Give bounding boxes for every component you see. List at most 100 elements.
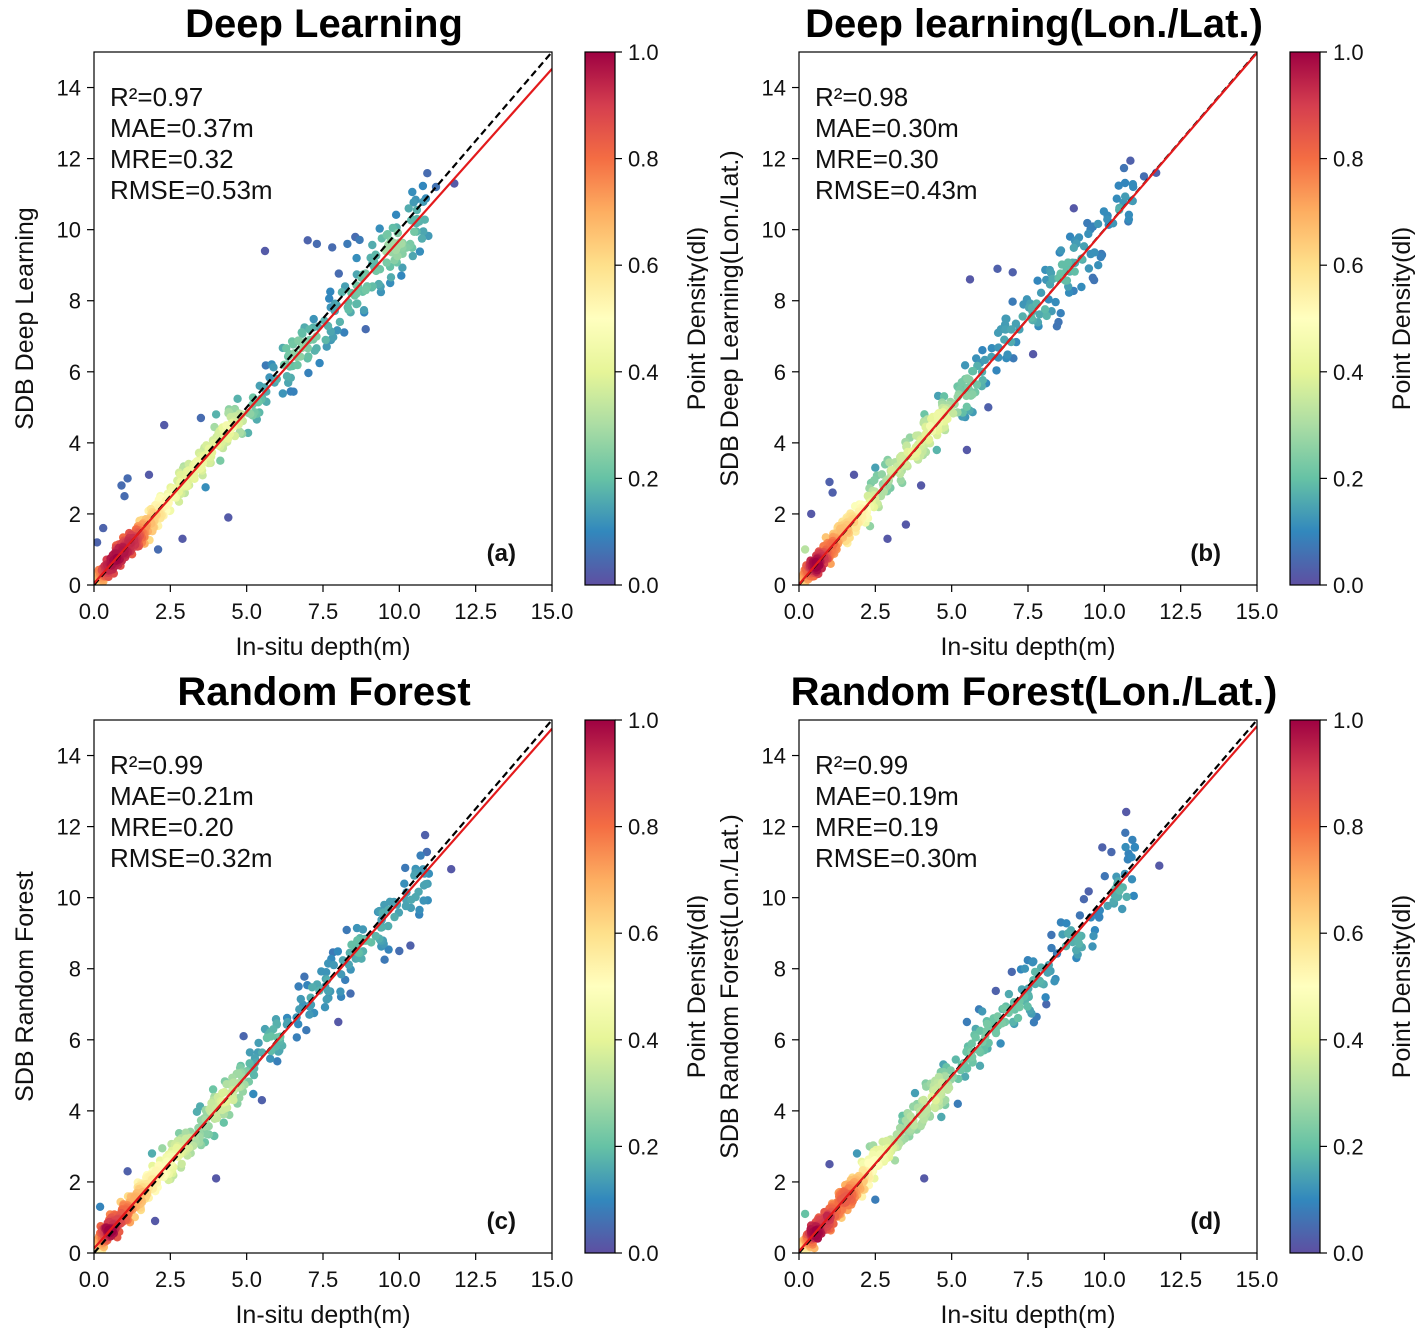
scatter-point (1127, 875, 1137, 884)
identity-line (94, 52, 552, 585)
stat-text: MAE=0.21m (110, 781, 254, 811)
scatter-point (239, 1032, 248, 1041)
x-tick-label: 0.0 (79, 1267, 110, 1292)
scatter-point (965, 275, 975, 284)
scatter-point (94, 538, 102, 547)
colorbar-tick-label: 0.2 (628, 466, 659, 491)
scatter-point (325, 294, 334, 303)
scatter-point (222, 421, 231, 430)
scatter-point (410, 227, 419, 236)
x-tick-label: 2.5 (155, 599, 186, 624)
scatter-point (266, 1054, 275, 1063)
scatter-point (370, 258, 379, 267)
y-tick-label: 4 (69, 1099, 81, 1124)
y-tick-label: 2 (774, 502, 786, 527)
scatter-point (1129, 182, 1138, 192)
colorbar-label: Point Density(dl) (683, 895, 708, 1078)
stat-text: R²=0.99 (815, 750, 908, 780)
scatter-point (960, 361, 970, 370)
scatter-point (304, 352, 313, 361)
scatter-point (1129, 891, 1138, 901)
x-axis-label: In-situ depth(m) (940, 633, 1115, 661)
scatter-point (340, 328, 349, 337)
x-tick-label: 0.0 (784, 1267, 815, 1292)
y-tick-label: 10 (762, 886, 786, 911)
scatter-point (807, 509, 816, 519)
scatter-point (893, 1130, 903, 1140)
scatter-point (1004, 989, 1014, 999)
scatter-point (144, 470, 154, 479)
colorbar-tick-label: 1.0 (1333, 708, 1364, 733)
scatter-point (1119, 163, 1129, 173)
scatter-point (1036, 288, 1046, 297)
regression-line (799, 725, 1257, 1252)
y-tick-label: 14 (762, 744, 786, 769)
stat-text: MRE=0.20 (110, 812, 234, 842)
y-tick-label: 0 (69, 1241, 81, 1266)
scatter-point (306, 1000, 316, 1009)
colorbar-tick-label: 0.8 (1333, 815, 1364, 840)
scatter-point (99, 523, 108, 533)
scatter-point (418, 181, 428, 191)
y-tick-label: 14 (57, 76, 81, 101)
y-tick-label: 12 (762, 815, 786, 840)
scatter-point (1127, 853, 1136, 862)
scatter-point (390, 912, 399, 922)
y-axis-label: SDB Deep Learning (11, 207, 39, 429)
scatter-point (447, 865, 456, 874)
scatter-point (984, 403, 993, 412)
y-tick-label: 4 (774, 1099, 786, 1124)
scatter-point (1029, 957, 1038, 966)
x-tick-label: 0.0 (79, 599, 110, 624)
y-tick-label: 2 (69, 1170, 81, 1195)
colorbar-tick-label: 0.8 (628, 147, 659, 172)
scatter-point (233, 394, 242, 403)
scatter-point (1001, 325, 1010, 334)
scatter-point (825, 477, 834, 487)
scatter-point (262, 1033, 272, 1043)
scatter-point (397, 271, 406, 280)
scatter-point (249, 1089, 258, 1099)
identity-line (799, 720, 1257, 1253)
scatter-point (407, 895, 416, 904)
scatter-point (1056, 246, 1066, 255)
scatter-point (294, 982, 303, 991)
scatter-point (322, 342, 331, 351)
x-tick-label: 10.0 (378, 599, 421, 624)
scatter-point (963, 374, 972, 383)
scatter-point (337, 288, 347, 297)
stat-text: MRE=0.32 (110, 144, 234, 174)
y-tick-label: 10 (57, 886, 81, 911)
stat-text: R²=0.99 (110, 750, 203, 780)
colorbar (1289, 51, 1321, 586)
scatter-point (320, 1003, 330, 1012)
scatter-point (1007, 325, 1016, 334)
colorbar-tick-label: 0.6 (1333, 921, 1364, 946)
scatter-point (294, 1020, 303, 1029)
scatter-point (153, 545, 163, 554)
scatter-point (211, 1174, 221, 1183)
scatter-point (937, 1112, 946, 1122)
x-tick-label: 7.5 (308, 599, 339, 624)
x-axis-label: In-situ depth(m) (235, 633, 410, 661)
stat-text: MRE=0.30 (815, 144, 939, 174)
scatter-point (355, 235, 364, 245)
x-tick-label: 5.0 (231, 1267, 262, 1292)
scatter-point (322, 968, 331, 977)
y-tick-label: 6 (69, 1028, 81, 1053)
identity-line (94, 720, 552, 1253)
scatter-point (1112, 194, 1121, 203)
scatter-point (329, 960, 338, 970)
x-tick-label: 10.0 (1083, 1267, 1126, 1292)
y-tick-label: 0 (774, 573, 786, 598)
scatter-point (996, 1039, 1005, 1048)
scatter-point (297, 328, 306, 337)
scatter-point (849, 470, 859, 479)
scatter-point (400, 879, 409, 888)
scatter-point (416, 851, 425, 860)
colorbar-tick-label: 0.0 (1333, 573, 1364, 598)
scatter-point (1103, 901, 1112, 911)
scatter-point (371, 931, 380, 941)
scatter-point (960, 1072, 970, 1081)
x-tick-label: 5.0 (936, 599, 967, 624)
